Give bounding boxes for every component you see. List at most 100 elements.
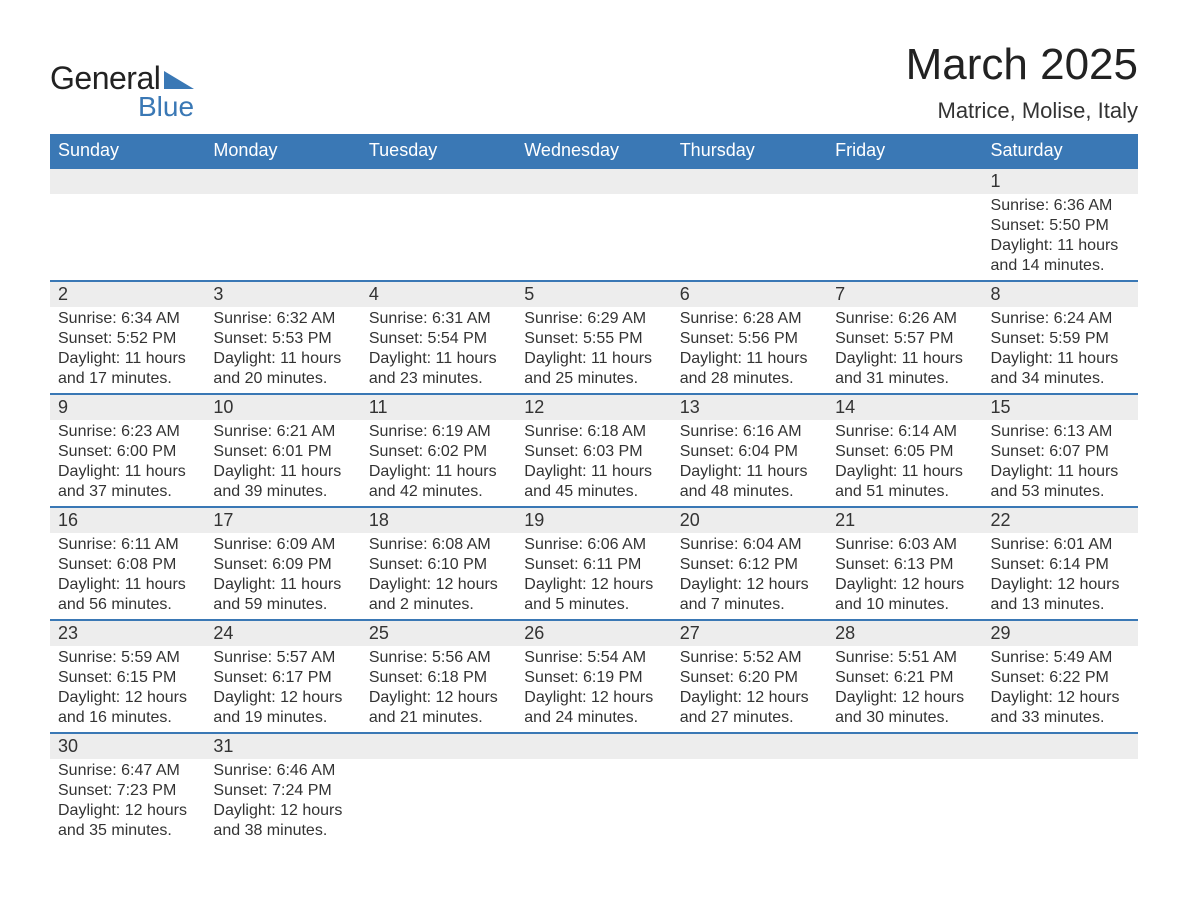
sunset-text: Sunset: 6:05 PM: [835, 442, 974, 462]
day-cell: 29Sunrise: 5:49 AMSunset: 6:22 PMDayligh…: [983, 619, 1138, 732]
daylight-text: Daylight: 12 hours and 21 minutes.: [369, 688, 508, 728]
daylight-text: Daylight: 11 hours and 59 minutes.: [213, 575, 352, 615]
week-row: 16Sunrise: 6:11 AMSunset: 6:08 PMDayligh…: [50, 506, 1138, 619]
day-number: [672, 167, 827, 194]
daylight-text: Daylight: 12 hours and 16 minutes.: [58, 688, 197, 728]
sunrise-text: Sunrise: 5:49 AM: [991, 648, 1130, 668]
dow-cell: Friday: [827, 134, 982, 167]
day-cell: 17Sunrise: 6:09 AMSunset: 6:09 PMDayligh…: [205, 506, 360, 619]
daylight-text: Daylight: 12 hours and 35 minutes.: [58, 801, 197, 841]
sunset-text: Sunset: 6:13 PM: [835, 555, 974, 575]
sunrise-text: Sunrise: 5:56 AM: [369, 648, 508, 668]
day-body: Sunrise: 5:56 AMSunset: 6:18 PMDaylight:…: [361, 646, 516, 732]
daylight-text: Daylight: 11 hours and 20 minutes.: [213, 349, 352, 389]
day-cell: 6Sunrise: 6:28 AMSunset: 5:56 PMDaylight…: [672, 280, 827, 393]
daylight-text: Daylight: 12 hours and 7 minutes.: [680, 575, 819, 615]
sunset-text: Sunset: 6:07 PM: [991, 442, 1130, 462]
daylight-text: Daylight: 12 hours and 27 minutes.: [680, 688, 819, 728]
logo-triangle-icon: [164, 67, 194, 94]
day-number: 11: [361, 393, 516, 420]
day-cell: [361, 167, 516, 280]
sunrise-text: Sunrise: 5:57 AM: [213, 648, 352, 668]
daylight-text: Daylight: 12 hours and 38 minutes.: [213, 801, 352, 841]
daylight-text: Daylight: 12 hours and 13 minutes.: [991, 575, 1130, 615]
daylight-text: Daylight: 11 hours and 34 minutes.: [991, 349, 1130, 389]
day-number: 26: [516, 619, 671, 646]
title-block: March 2025 Matrice, Molise, Italy: [906, 40, 1138, 124]
day-cell: 19Sunrise: 6:06 AMSunset: 6:11 PMDayligh…: [516, 506, 671, 619]
day-body: Sunrise: 6:01 AMSunset: 6:14 PMDaylight:…: [983, 533, 1138, 619]
day-body: Sunrise: 6:14 AMSunset: 6:05 PMDaylight:…: [827, 420, 982, 506]
day-cell: [50, 167, 205, 280]
sunset-text: Sunset: 6:02 PM: [369, 442, 508, 462]
day-cell: 16Sunrise: 6:11 AMSunset: 6:08 PMDayligh…: [50, 506, 205, 619]
day-cell: [827, 732, 982, 845]
daylight-text: Daylight: 12 hours and 5 minutes.: [524, 575, 663, 615]
sunrise-text: Sunrise: 6:36 AM: [991, 196, 1130, 216]
sunrise-text: Sunrise: 6:09 AM: [213, 535, 352, 555]
day-number: 13: [672, 393, 827, 420]
dow-cell: Saturday: [983, 134, 1138, 167]
daylight-text: Daylight: 11 hours and 17 minutes.: [58, 349, 197, 389]
day-body: Sunrise: 5:57 AMSunset: 6:17 PMDaylight:…: [205, 646, 360, 732]
daylight-text: Daylight: 12 hours and 30 minutes.: [835, 688, 974, 728]
day-cell: 4Sunrise: 6:31 AMSunset: 5:54 PMDaylight…: [361, 280, 516, 393]
day-body: [50, 194, 205, 200]
day-cell: 7Sunrise: 6:26 AMSunset: 5:57 PMDaylight…: [827, 280, 982, 393]
day-cell: 31Sunrise: 6:46 AMSunset: 7:24 PMDayligh…: [205, 732, 360, 845]
day-cell: [516, 732, 671, 845]
sunrise-text: Sunrise: 5:52 AM: [680, 648, 819, 668]
day-body: Sunrise: 6:28 AMSunset: 5:56 PMDaylight:…: [672, 307, 827, 393]
day-number: 23: [50, 619, 205, 646]
day-number: 22: [983, 506, 1138, 533]
sunset-text: Sunset: 6:18 PM: [369, 668, 508, 688]
day-cell: 13Sunrise: 6:16 AMSunset: 6:04 PMDayligh…: [672, 393, 827, 506]
sunrise-text: Sunrise: 6:34 AM: [58, 309, 197, 329]
day-cell: 5Sunrise: 6:29 AMSunset: 5:55 PMDaylight…: [516, 280, 671, 393]
sunset-text: Sunset: 6:00 PM: [58, 442, 197, 462]
sunset-text: Sunset: 5:52 PM: [58, 329, 197, 349]
sunrise-text: Sunrise: 6:13 AM: [991, 422, 1130, 442]
day-of-week-header: SundayMondayTuesdayWednesdayThursdayFrid…: [50, 134, 1138, 167]
sunrise-text: Sunrise: 6:04 AM: [680, 535, 819, 555]
daylight-text: Daylight: 11 hours and 45 minutes.: [524, 462, 663, 502]
day-number: [672, 732, 827, 759]
sunrise-text: Sunrise: 6:01 AM: [991, 535, 1130, 555]
sunset-text: Sunset: 6:10 PM: [369, 555, 508, 575]
day-body: Sunrise: 6:16 AMSunset: 6:04 PMDaylight:…: [672, 420, 827, 506]
day-number: 4: [361, 280, 516, 307]
day-number: 12: [516, 393, 671, 420]
day-cell: 18Sunrise: 6:08 AMSunset: 6:10 PMDayligh…: [361, 506, 516, 619]
sunrise-text: Sunrise: 6:03 AM: [835, 535, 974, 555]
day-body: Sunrise: 6:34 AMSunset: 5:52 PMDaylight:…: [50, 307, 205, 393]
day-number: [516, 732, 671, 759]
day-cell: 28Sunrise: 5:51 AMSunset: 6:21 PMDayligh…: [827, 619, 982, 732]
day-body: Sunrise: 6:23 AMSunset: 6:00 PMDaylight:…: [50, 420, 205, 506]
day-body: Sunrise: 5:51 AMSunset: 6:21 PMDaylight:…: [827, 646, 982, 732]
sunrise-text: Sunrise: 6:24 AM: [991, 309, 1130, 329]
dow-cell: Wednesday: [516, 134, 671, 167]
sunrise-text: Sunrise: 6:28 AM: [680, 309, 819, 329]
day-number: 5: [516, 280, 671, 307]
day-cell: [672, 167, 827, 280]
day-number: 21: [827, 506, 982, 533]
day-cell: 23Sunrise: 5:59 AMSunset: 6:15 PMDayligh…: [50, 619, 205, 732]
sunset-text: Sunset: 5:56 PM: [680, 329, 819, 349]
sunset-text: Sunset: 6:12 PM: [680, 555, 819, 575]
day-number: 24: [205, 619, 360, 646]
day-body: Sunrise: 5:49 AMSunset: 6:22 PMDaylight:…: [983, 646, 1138, 732]
day-cell: 10Sunrise: 6:21 AMSunset: 6:01 PMDayligh…: [205, 393, 360, 506]
day-body: Sunrise: 6:29 AMSunset: 5:55 PMDaylight:…: [516, 307, 671, 393]
calendar: SundayMondayTuesdayWednesdayThursdayFrid…: [50, 134, 1138, 845]
day-cell: [205, 167, 360, 280]
day-body: [361, 759, 516, 765]
day-cell: 1Sunrise: 6:36 AMSunset: 5:50 PMDaylight…: [983, 167, 1138, 280]
day-number: 7: [827, 280, 982, 307]
week-row: 2Sunrise: 6:34 AMSunset: 5:52 PMDaylight…: [50, 280, 1138, 393]
day-number: [983, 732, 1138, 759]
day-cell: 27Sunrise: 5:52 AMSunset: 6:20 PMDayligh…: [672, 619, 827, 732]
sunset-text: Sunset: 5:53 PM: [213, 329, 352, 349]
day-number: [827, 167, 982, 194]
day-number: [516, 167, 671, 194]
day-number: 3: [205, 280, 360, 307]
